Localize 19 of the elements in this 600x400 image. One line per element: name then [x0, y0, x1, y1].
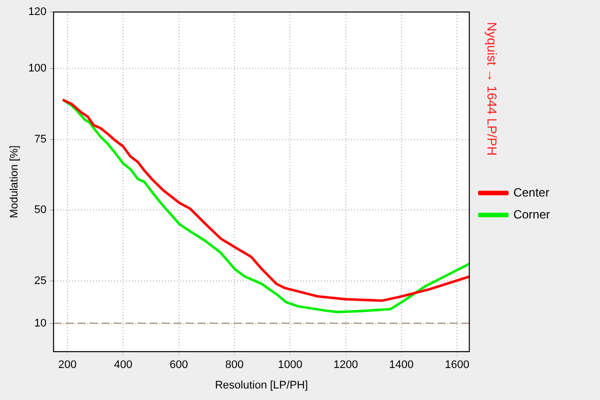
- x-tick-label: 800: [225, 359, 244, 372]
- x-tick-label: 200: [58, 359, 77, 372]
- y-tick-label: 120: [28, 6, 47, 18]
- y-tick-label: 50: [34, 204, 47, 216]
- y-tick-label: 100: [28, 62, 47, 75]
- legend-label: Corner: [513, 207, 550, 222]
- y-tick-label: 10: [34, 317, 47, 330]
- legend-label: Center: [513, 185, 550, 200]
- x-axis-title: Resolution [LP/PH]: [214, 379, 308, 392]
- text: Nyquist → 1644 LP/PH: [484, 22, 500, 156]
- y-tick-label: 75: [34, 133, 47, 146]
- x-tick-label: 1000: [278, 359, 302, 372]
- y-axis-title: Modulation [%]: [8, 145, 21, 218]
- x-tick-label: 600: [170, 359, 188, 372]
- x-tick-label: 1200: [334, 359, 358, 372]
- y-tick-label: 25: [34, 274, 47, 287]
- x-tick-label: 1400: [389, 359, 414, 372]
- x-tick-label: 400: [114, 359, 132, 372]
- x-tick-label: 1600: [444, 359, 470, 372]
